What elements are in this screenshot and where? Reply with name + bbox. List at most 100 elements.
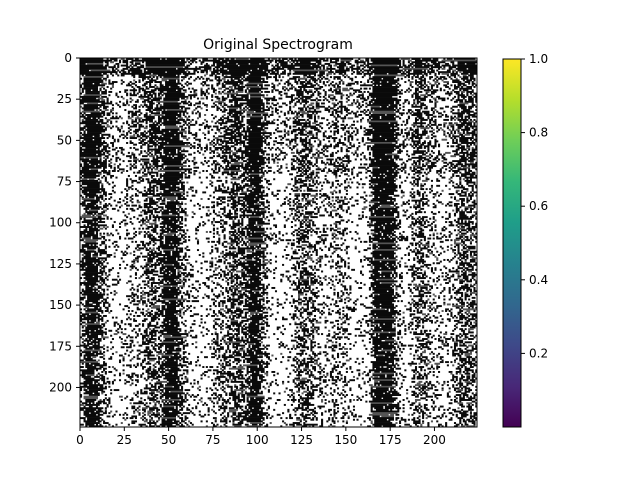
spectrogram-pixel-run [120, 148, 125, 151]
spectrogram-pixel-run [234, 104, 244, 107]
spectrogram-pixel-run [377, 207, 398, 210]
spectrogram-pixel-run [276, 66, 281, 69]
spectrogram-pixel-run [441, 67, 446, 70]
spectrogram-pixel-run [81, 107, 100, 110]
spectrogram-pixel-run [264, 206, 269, 209]
spectrogram-pixel-run [117, 165, 120, 168]
spectrogram-pixel-run [475, 237, 477, 240]
spectrogram-pixel-run [457, 125, 464, 128]
spectrogram-pixel-run [227, 186, 230, 189]
spectrogram-pixel-run [223, 221, 228, 224]
spectrogram-pixel-run [313, 109, 317, 112]
spectrogram-pixel-run [413, 151, 425, 154]
spectrogram-pixel-run [228, 250, 231, 253]
spectrogram-pixel-run [103, 232, 106, 235]
spectrogram-pixel-run [228, 245, 231, 248]
spectrogram-pixel-run [336, 150, 340, 153]
spectrogram-pixel-run [289, 117, 292, 120]
spectrogram-pixel-run [292, 252, 299, 255]
spectrogram-pixel-run [163, 250, 171, 253]
spectrogram-pixel-run [152, 194, 161, 197]
spectrogram-pixel-run [296, 92, 304, 95]
spectrogram-pixel-run [191, 118, 194, 121]
spectrogram-pixel-run [420, 242, 423, 245]
spectrogram-pixel-run [188, 188, 192, 191]
spectrogram-pixel-run [349, 133, 352, 136]
spectrogram-pixel-run [432, 97, 437, 100]
spectrogram-pixel-run [271, 58, 278, 60]
spectrogram-pixel-run [459, 214, 467, 217]
spectrogram-pixel-run [399, 232, 402, 235]
spectrogram-pixel-run [133, 158, 139, 161]
spectrogram-pixel-run [411, 104, 414, 107]
spectrogram-pixel-run [299, 226, 304, 228]
spectrogram-pixel-run [188, 174, 191, 177]
spectrogram-pixel-run [80, 216, 97, 219]
spectrogram-pixel-run [250, 117, 263, 120]
spectrogram-pixel-run [110, 61, 114, 64]
spectrogram-pixel-run [97, 247, 100, 250]
spectrogram-pixel-run [294, 79, 297, 82]
spectrogram-pixel-run [414, 90, 418, 93]
spectrogram-pixel-run [85, 206, 102, 209]
spectrogram-pixel-run [80, 194, 83, 197]
spectrogram-pixel-run [99, 219, 102, 222]
spectrogram-pixel-run [106, 217, 109, 220]
spectrogram-pixel-run [283, 135, 286, 138]
spectrogram-pixel-run [409, 143, 412, 146]
spectrogram-pixel-run [347, 181, 350, 184]
spectrogram-pixel-run [402, 67, 428, 70]
spectrogram-pixel-run [189, 186, 194, 189]
spectrogram-pixel-run [166, 165, 187, 168]
spectrogram-pixel-run [283, 122, 286, 125]
spectrogram-pixel-run [81, 97, 97, 100]
spectrogram-pixel-run [432, 158, 437, 161]
spectrogram-pixel-run [461, 191, 467, 194]
spectrogram-pixel-run [446, 97, 449, 100]
spectrogram-pixel-run [276, 209, 279, 212]
spectrogram-pixel-run [450, 74, 457, 77]
spectrogram-pixel-run [161, 133, 175, 136]
spectrogram-pixel-run [416, 184, 419, 187]
spectrogram-pixel-run [216, 72, 221, 75]
spectrogram-pixel-run [136, 86, 141, 88]
spectrogram-pixel-run [269, 252, 272, 255]
spectrogram-pixel-run [347, 219, 350, 222]
spectrogram-pixel-run [248, 244, 258, 247]
spectrogram-pixel-run [452, 150, 458, 153]
spectrogram-pixel-run [305, 142, 311, 144]
spectrogram-pixel-run [223, 222, 228, 225]
spectrogram-pixel-run [452, 174, 455, 177]
spectrogram-pixel-run [313, 81, 317, 84]
spectrogram-pixel-run [126, 122, 129, 125]
spectrogram-pixel-run [338, 216, 343, 219]
spectrogram-pixel-run [251, 212, 254, 215]
spectrogram-pixel-run [198, 204, 201, 207]
spectrogram-pixel-run [218, 242, 221, 245]
spectrogram-pixel-run [150, 89, 157, 92]
spectrogram-pixel-run [438, 153, 442, 156]
spectrogram-pixel-run [455, 128, 460, 131]
spectrogram-pixel-run [422, 193, 425, 196]
spectrogram-pixel-run [267, 211, 270, 214]
spectrogram-pixel-run [248, 123, 269, 126]
spectrogram-pixel-run [87, 224, 90, 227]
spectrogram-pixel-run [264, 170, 267, 172]
spectrogram-pixel-run [335, 151, 338, 154]
spectrogram-pixel-run [368, 226, 371, 228]
spectrogram-pixel-run [393, 166, 398, 169]
spectrogram-pixel-run [95, 109, 99, 112]
spectrogram-pixel-run [221, 74, 224, 77]
spectrogram-pixel-run [129, 94, 138, 97]
spectrogram-pixel-run [340, 171, 343, 174]
spectrogram-pixel-run [335, 186, 338, 189]
spectrogram-pixel-run [336, 201, 341, 204]
spectrogram-pixel-run [462, 79, 465, 82]
spectrogram-pixel-run [340, 219, 345, 222]
spectrogram-pixel-run [399, 186, 402, 189]
spectrogram-pixel-run [110, 217, 113, 220]
spectrogram-pixel-run [319, 81, 322, 84]
spectrogram-pixel-run [228, 114, 231, 116]
spectrogram-pixel-run [103, 77, 107, 80]
spectrogram-pixel-run [205, 143, 208, 146]
